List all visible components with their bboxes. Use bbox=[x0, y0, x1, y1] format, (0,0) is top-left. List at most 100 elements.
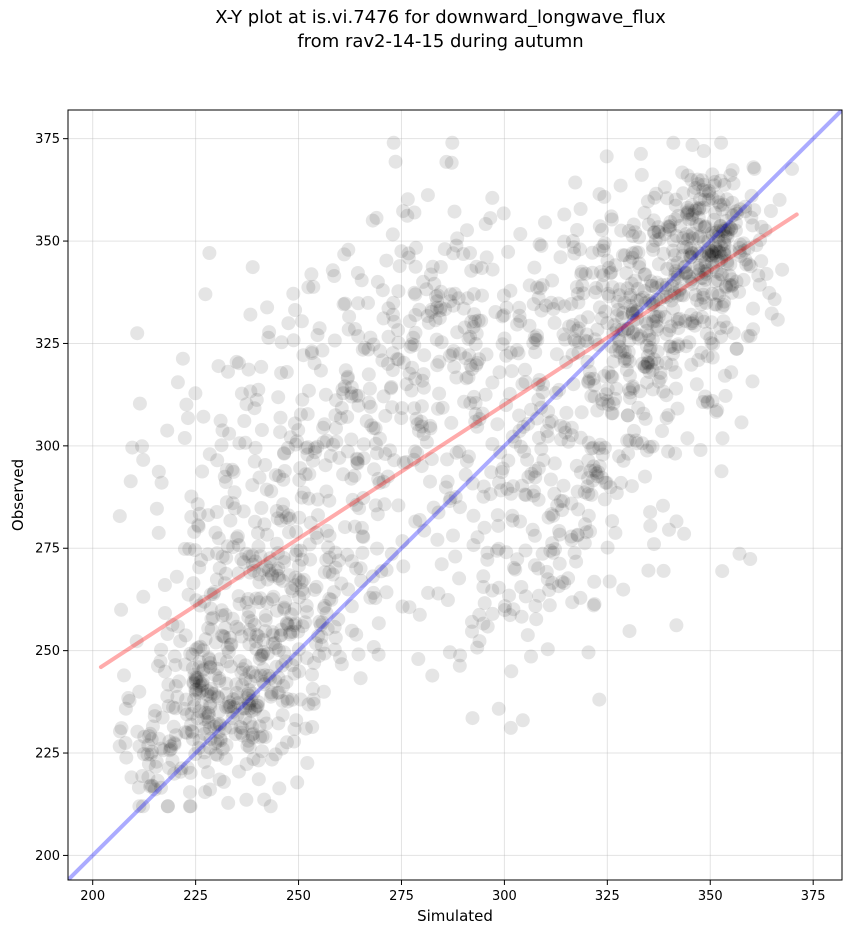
scatter-point bbox=[124, 770, 139, 785]
scatter-point bbox=[415, 419, 429, 434]
scatter-point bbox=[512, 424, 527, 438]
scatter-point bbox=[207, 686, 222, 701]
scatter-point bbox=[601, 365, 616, 380]
scatter-point bbox=[168, 658, 183, 673]
scatter-point bbox=[638, 411, 653, 426]
scatter-point bbox=[383, 443, 397, 458]
scatter-point bbox=[554, 432, 569, 447]
scatter-point bbox=[201, 650, 216, 665]
scatter-point bbox=[485, 583, 500, 598]
scatter-point bbox=[160, 689, 175, 704]
scatter-point bbox=[313, 363, 328, 378]
scatter-point bbox=[174, 761, 189, 776]
scatter-point bbox=[754, 219, 769, 234]
scatter-point bbox=[203, 696, 218, 711]
scatter-point bbox=[208, 525, 223, 540]
scatter-point bbox=[216, 629, 231, 644]
scatter-point bbox=[184, 717, 199, 732]
scatter-point bbox=[746, 322, 761, 337]
scatter-point bbox=[662, 222, 677, 237]
scatter-point bbox=[747, 161, 762, 176]
scatter-point bbox=[259, 716, 274, 731]
scatter-point bbox=[595, 278, 610, 293]
scatter-point bbox=[217, 576, 232, 591]
scatter-point bbox=[471, 313, 486, 328]
scatter-point bbox=[309, 579, 324, 594]
scatter-point bbox=[242, 627, 257, 642]
scatter-point bbox=[465, 711, 480, 726]
scatter-point bbox=[717, 237, 732, 251]
scatter-point bbox=[195, 673, 210, 688]
scatter-point bbox=[629, 433, 644, 448]
scatter-point bbox=[262, 325, 277, 340]
scatter-point bbox=[645, 239, 660, 254]
scatter-point bbox=[185, 732, 200, 747]
scatter-point bbox=[724, 222, 739, 237]
scatter-point bbox=[412, 513, 427, 527]
scatter-point bbox=[476, 580, 491, 594]
scatter-point bbox=[721, 222, 736, 237]
scatter-point bbox=[191, 660, 206, 675]
scatter-point bbox=[283, 627, 298, 642]
scatter-point bbox=[597, 236, 612, 251]
scatter-point bbox=[400, 208, 415, 223]
scatter-point bbox=[625, 250, 640, 265]
scatter-point bbox=[587, 389, 602, 404]
scatter-point bbox=[417, 523, 432, 538]
scatter-point bbox=[402, 600, 417, 615]
y-tick-label: 275 bbox=[35, 542, 60, 557]
scatter-point bbox=[208, 668, 223, 683]
scatter-point bbox=[589, 281, 604, 295]
scatter-point bbox=[528, 464, 543, 478]
scatter-point bbox=[452, 658, 467, 673]
scatter-point bbox=[720, 230, 735, 245]
scatter-point bbox=[621, 321, 635, 336]
scatter-point bbox=[194, 553, 208, 568]
scatter-point bbox=[221, 645, 236, 659]
scatter-point bbox=[521, 470, 536, 484]
scatter-point bbox=[695, 310, 710, 325]
scatter-point bbox=[212, 561, 227, 576]
scatter-point bbox=[247, 454, 262, 469]
scatter-point bbox=[496, 288, 511, 303]
scatter-point bbox=[564, 529, 579, 544]
scatter-point bbox=[649, 186, 664, 201]
scatter-point bbox=[581, 374, 596, 389]
scatter-point bbox=[725, 208, 739, 223]
scatter-point bbox=[516, 419, 531, 434]
scatter-point bbox=[445, 347, 460, 362]
scatter-point bbox=[210, 748, 225, 763]
scatter-point bbox=[209, 717, 224, 732]
scatter-point bbox=[268, 640, 283, 655]
scatter-point bbox=[217, 721, 232, 736]
x-tick-label: 325 bbox=[595, 889, 620, 904]
scatter-point bbox=[579, 525, 594, 540]
scatter-point bbox=[598, 475, 613, 490]
scatter-point bbox=[192, 685, 207, 700]
scatter-point bbox=[344, 386, 359, 401]
scatter-point bbox=[212, 673, 227, 688]
scatter-point bbox=[416, 380, 431, 395]
scatter-point bbox=[640, 316, 655, 331]
scatter-point bbox=[167, 766, 182, 781]
scatter-point bbox=[416, 367, 431, 382]
scatter-point bbox=[579, 327, 594, 342]
scatter-point bbox=[258, 730, 273, 744]
scatter-point bbox=[656, 246, 671, 261]
scatter-point bbox=[245, 260, 260, 275]
scatter-point bbox=[316, 435, 331, 450]
scatter-point bbox=[196, 662, 211, 677]
scatter-point bbox=[334, 576, 349, 591]
scatter-point bbox=[725, 277, 740, 292]
scatter-point bbox=[635, 436, 650, 451]
scatter-point bbox=[423, 474, 437, 489]
scatter-point bbox=[165, 753, 180, 768]
scatter-point bbox=[293, 407, 308, 422]
scatter-point bbox=[521, 416, 535, 431]
scatter-point bbox=[667, 248, 682, 263]
scatter-point bbox=[285, 692, 300, 707]
scatter-point bbox=[534, 442, 549, 456]
scatter-point bbox=[510, 552, 525, 567]
scatter-point bbox=[340, 444, 355, 459]
